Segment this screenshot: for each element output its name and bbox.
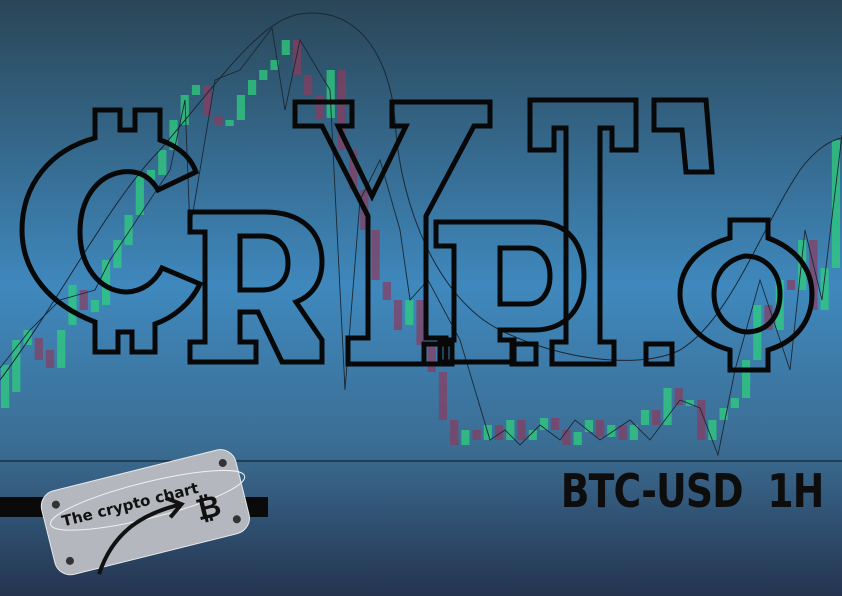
candle xyxy=(236,95,245,120)
candle xyxy=(416,300,425,345)
candle xyxy=(831,140,840,268)
chart-badge: The crypto chart ₿ xyxy=(40,449,250,576)
candle xyxy=(596,420,605,437)
letter-o xyxy=(677,217,815,373)
candle xyxy=(450,420,459,445)
candle xyxy=(809,240,818,310)
candle xyxy=(203,85,212,115)
candle xyxy=(629,425,638,440)
dot-2 xyxy=(509,341,539,367)
candle xyxy=(393,300,403,330)
candle xyxy=(281,40,290,55)
candle xyxy=(708,420,717,440)
candle xyxy=(337,70,346,150)
candle xyxy=(371,230,380,280)
candle xyxy=(315,95,324,120)
candle xyxy=(607,425,616,437)
candle xyxy=(225,120,234,126)
candle xyxy=(12,340,21,392)
apostrophe xyxy=(651,97,715,175)
candle xyxy=(292,40,302,75)
letter-t xyxy=(527,97,639,367)
letter-c xyxy=(19,107,204,355)
candle xyxy=(214,115,223,125)
candle xyxy=(730,398,739,408)
candle xyxy=(618,425,627,440)
candle xyxy=(124,215,133,245)
rivet-icon xyxy=(65,556,74,565)
candle xyxy=(79,290,88,310)
candle xyxy=(191,85,201,95)
candle xyxy=(113,240,122,268)
candle xyxy=(135,175,144,215)
candle xyxy=(472,430,481,440)
letter-y xyxy=(292,99,493,367)
candle xyxy=(90,300,99,312)
candle xyxy=(146,170,156,180)
candle xyxy=(382,282,391,300)
candle xyxy=(405,300,414,325)
candle xyxy=(270,60,279,70)
candle xyxy=(573,432,582,445)
candle xyxy=(248,80,257,95)
trend-curve xyxy=(0,12,842,381)
candle xyxy=(169,120,178,150)
candle xyxy=(584,420,593,432)
candle xyxy=(259,70,268,80)
rivet-icon xyxy=(51,500,60,509)
badge-plate xyxy=(40,449,250,576)
candle xyxy=(438,372,447,420)
pair-label: BTC-USD 1H xyxy=(561,464,825,518)
candle xyxy=(349,150,358,190)
candle xyxy=(652,410,661,425)
candle xyxy=(34,338,43,360)
candle xyxy=(461,430,470,445)
candle xyxy=(304,75,313,95)
letter-r xyxy=(187,209,325,365)
candle xyxy=(506,420,515,440)
candle xyxy=(663,388,672,425)
dot-3 xyxy=(643,341,675,367)
rivet-icon xyxy=(232,515,241,524)
candle xyxy=(68,285,77,325)
price-line xyxy=(0,26,842,457)
candle xyxy=(528,430,537,440)
candle xyxy=(697,400,706,440)
candle xyxy=(23,330,32,345)
candle xyxy=(764,305,773,330)
candle xyxy=(158,150,167,175)
pair-symbol: BTC-USD xyxy=(561,464,744,518)
scribble xyxy=(49,469,246,531)
candle xyxy=(102,260,111,305)
candle xyxy=(326,70,335,118)
rivet-icon xyxy=(218,458,227,467)
candle xyxy=(685,400,694,406)
candle xyxy=(427,345,436,372)
candle xyxy=(45,350,55,368)
candle xyxy=(719,408,728,420)
arrow-head xyxy=(164,496,185,519)
candle xyxy=(562,430,571,445)
candle xyxy=(517,420,526,440)
candle xyxy=(640,410,650,425)
candle xyxy=(539,418,549,430)
candle xyxy=(180,95,189,125)
wordmark xyxy=(19,97,815,373)
candle xyxy=(786,280,796,290)
candle xyxy=(495,425,504,440)
candle xyxy=(1,365,10,408)
candle xyxy=(57,330,66,368)
candle xyxy=(820,268,829,310)
pair-interval: 1H xyxy=(767,464,825,518)
candle xyxy=(674,388,683,405)
candle xyxy=(551,418,560,430)
arrow-icon xyxy=(97,502,181,575)
candle xyxy=(742,360,751,398)
